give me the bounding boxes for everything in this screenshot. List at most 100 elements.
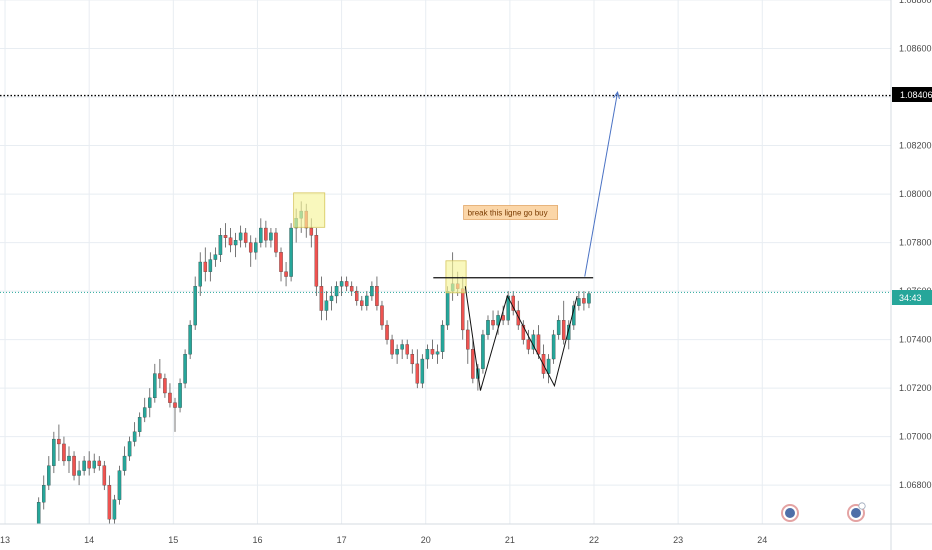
candle-down bbox=[349, 286, 354, 292]
time-axis[interactable]: 13 14 15 16 17 20 21 22 23 24 bbox=[0, 535, 767, 545]
candle-down bbox=[72, 455, 76, 476]
candle-up bbox=[577, 298, 581, 306]
candle-up bbox=[329, 295, 334, 301]
candle-up bbox=[254, 242, 258, 253]
candle-down bbox=[264, 227, 268, 241]
candle-up bbox=[339, 281, 344, 287]
grid-layer bbox=[0, 0, 891, 524]
candle-down bbox=[385, 324, 389, 340]
last-price-label: 34:43 bbox=[892, 290, 932, 305]
candle-up bbox=[269, 232, 273, 241]
candle-up bbox=[551, 334, 556, 360]
candle-up bbox=[445, 290, 450, 326]
w-pattern-line[interactable] bbox=[464, 286, 578, 391]
candle-up bbox=[556, 320, 561, 335]
candle-down bbox=[380, 305, 384, 326]
candle-down bbox=[344, 281, 349, 287]
price-tick-label: 1.07800 bbox=[899, 238, 932, 248]
candle-down bbox=[243, 232, 248, 243]
time-tick-label: 13 bbox=[0, 535, 10, 545]
candle-up bbox=[52, 438, 56, 466]
candle-up bbox=[567, 324, 571, 340]
candle-up bbox=[112, 499, 117, 520]
candle-up bbox=[233, 240, 238, 246]
candle-down bbox=[536, 334, 541, 355]
candle-up bbox=[218, 235, 223, 255]
candles-layer bbox=[36, 201, 591, 525]
candle-down bbox=[354, 290, 359, 301]
forecast-arrow-shaft[interactable] bbox=[584, 92, 619, 277]
price-axis[interactable]: 1.068001.070001.072001.074001.076001.078… bbox=[899, 0, 932, 490]
candle-up bbox=[238, 232, 243, 241]
candle-down bbox=[360, 300, 364, 306]
candle-up bbox=[289, 227, 293, 277]
price-tick-label: 1.08800 bbox=[899, 0, 932, 5]
candle-down bbox=[279, 252, 283, 272]
price-tick-label: 1.06800 bbox=[899, 480, 932, 490]
candle-down bbox=[430, 349, 435, 355]
candle-up bbox=[183, 354, 187, 384]
candle-up bbox=[193, 286, 197, 326]
candle-up bbox=[153, 373, 157, 399]
candle-up bbox=[137, 417, 142, 432]
candle-up bbox=[82, 460, 86, 471]
event-marker-1[interactable] bbox=[781, 504, 799, 522]
candle-down bbox=[173, 402, 177, 408]
candle-up bbox=[587, 293, 591, 304]
candle-up bbox=[132, 431, 137, 442]
candle-down bbox=[223, 235, 228, 238]
price-tick-label: 1.08200 bbox=[899, 141, 932, 151]
event-count-badge bbox=[858, 502, 866, 510]
candle-up bbox=[117, 470, 122, 500]
candle-up bbox=[36, 502, 41, 525]
highlight-box[interactable] bbox=[293, 192, 326, 228]
candle-up bbox=[178, 383, 182, 408]
candle-down bbox=[87, 460, 91, 469]
candle-down bbox=[168, 392, 172, 403]
candle-up bbox=[481, 334, 485, 369]
candle-up bbox=[259, 227, 263, 243]
annotation-text: break this ligne go buy bbox=[468, 208, 548, 217]
candle-up bbox=[122, 455, 127, 471]
price-tick-label: 1.08600 bbox=[899, 44, 932, 54]
time-tick-label: 23 bbox=[673, 535, 683, 545]
candle-up bbox=[400, 344, 404, 350]
time-tick-label: 15 bbox=[168, 535, 178, 545]
price-tick-label: 1.07200 bbox=[899, 383, 932, 393]
price-tick-label: 1.07000 bbox=[899, 432, 932, 442]
candle-down bbox=[163, 378, 167, 394]
candle-up bbox=[188, 324, 192, 355]
last-price-box bbox=[892, 290, 932, 305]
candle-down bbox=[375, 286, 379, 306]
candle-down bbox=[248, 242, 253, 253]
candle-down bbox=[561, 320, 566, 340]
drawings-layer[interactable]: break this ligne go buy bbox=[0, 91, 891, 391]
candle-down bbox=[309, 227, 314, 236]
candle-down bbox=[314, 235, 319, 287]
candle-up bbox=[127, 441, 132, 457]
time-tick-label: 17 bbox=[337, 535, 347, 545]
event-marker-2[interactable] bbox=[847, 502, 866, 522]
candle-down bbox=[57, 438, 61, 445]
candle-up bbox=[324, 300, 329, 311]
candle-down bbox=[390, 339, 394, 355]
candle-up bbox=[208, 259, 213, 272]
candle-down bbox=[228, 237, 233, 246]
candle-up bbox=[365, 295, 369, 306]
price-tick-label: 1.07400 bbox=[899, 335, 932, 345]
candle-down bbox=[102, 465, 107, 486]
horizontal-gridlines bbox=[0, 0, 891, 486]
forecast-arrow-head bbox=[613, 91, 620, 100]
candle-up bbox=[198, 261, 202, 287]
candle-down bbox=[582, 298, 586, 304]
candle-down bbox=[466, 329, 470, 350]
annotation-box[interactable] bbox=[463, 205, 558, 220]
candle-down bbox=[491, 320, 495, 326]
countdown-text: 34:43 bbox=[899, 293, 922, 303]
candle-up bbox=[420, 358, 425, 384]
candle-down bbox=[471, 349, 475, 379]
candle-down bbox=[158, 373, 162, 379]
highlight-box[interactable] bbox=[445, 260, 467, 294]
candle-down bbox=[284, 271, 288, 277]
